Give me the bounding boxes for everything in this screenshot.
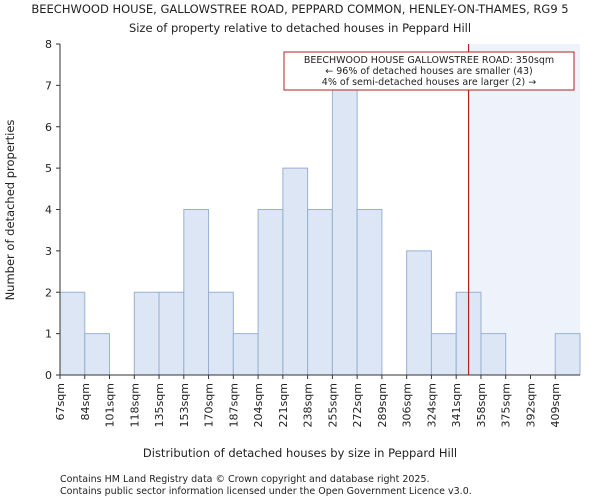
x-tick-label: 289sqm xyxy=(376,383,389,427)
x-tick-label: 306sqm xyxy=(401,383,414,427)
x-tick-label: 409sqm xyxy=(549,383,562,427)
annotation-line-3: 4% of semi-detached houses are larger (2… xyxy=(322,77,536,88)
y-tick-label: 0 xyxy=(45,369,52,382)
y-tick-label: 7 xyxy=(45,79,52,92)
y-tick-label: 4 xyxy=(45,204,52,217)
y-tick-label: 3 xyxy=(45,245,52,258)
x-tick-label: 170sqm xyxy=(203,383,216,427)
annotation-frame xyxy=(283,51,575,91)
annotation-box: BEECHWOOD HOUSE GALLOWSTREE ROAD: 350sqm… xyxy=(283,51,575,91)
annotation-line-1: BEECHWOOD HOUSE GALLOWSTREE ROAD: 350sqm xyxy=(304,55,554,66)
x-tick-label: 255sqm xyxy=(326,383,339,427)
bar-135sqm xyxy=(158,291,185,376)
bar-118sqm xyxy=(133,291,160,376)
x-tick-label: 341sqm xyxy=(450,383,463,427)
footer-line-1: Contains HM Land Registry data © Crown c… xyxy=(60,474,430,485)
highlight-region xyxy=(468,44,580,375)
x-tick-label: 358sqm xyxy=(475,383,488,427)
x-tick-label: 272sqm xyxy=(351,383,364,427)
bar-306sqm xyxy=(406,250,432,376)
bar-238sqm xyxy=(307,209,333,376)
x-tick-label: 67sqm xyxy=(54,383,67,420)
x-tick-label: 375sqm xyxy=(500,383,513,427)
x-axis-label: Distribution of detached houses by size … xyxy=(143,446,457,460)
bar-153sqm xyxy=(183,209,210,376)
x-tick-label: 324sqm xyxy=(425,383,438,427)
bar-358sqm xyxy=(480,333,507,376)
y-tick-label: 5 xyxy=(45,162,52,175)
x-tick-label: 135sqm xyxy=(153,383,166,427)
bar-84sqm xyxy=(84,333,111,376)
bar-187sqm xyxy=(232,333,259,376)
x-tick-label: 187sqm xyxy=(227,383,240,427)
x-tick-label: 101sqm xyxy=(104,383,117,427)
x-tick-label: 204sqm xyxy=(252,383,265,427)
x-tick-label: 392sqm xyxy=(524,383,537,427)
bar-272sqm xyxy=(356,209,383,376)
bar-67sqm xyxy=(59,291,86,376)
y-axis-label: Number of detached properties xyxy=(3,120,17,301)
bar-204sqm xyxy=(257,209,284,376)
chart-title: BEECHWOOD HOUSE, GALLOWSTREE ROAD, PEPPA… xyxy=(31,2,568,16)
chart-subtitle: Size of property relative to detached ho… xyxy=(129,21,471,35)
bar-324sqm xyxy=(430,333,457,376)
x-tick-label: 238sqm xyxy=(302,383,315,427)
bar-409sqm xyxy=(554,333,581,376)
x-tick-label: 118sqm xyxy=(128,383,141,427)
y-tick-label: 8 xyxy=(45,38,52,51)
y-tick-label: 1 xyxy=(45,328,52,341)
x-tick-label: 84sqm xyxy=(79,383,92,420)
annotation-line-2: ← 96% of detached houses are smaller (43… xyxy=(325,66,532,77)
bar-170sqm xyxy=(208,291,234,376)
bar-221sqm xyxy=(282,167,309,376)
bar-255sqm xyxy=(331,84,358,376)
y-tick-label: 2 xyxy=(45,286,52,299)
x-tick-label: 221sqm xyxy=(277,383,290,427)
footer-line-2: Contains public sector information licen… xyxy=(60,486,472,497)
y-tick-label: 6 xyxy=(45,121,52,134)
x-tick-label: 153sqm xyxy=(178,383,191,427)
